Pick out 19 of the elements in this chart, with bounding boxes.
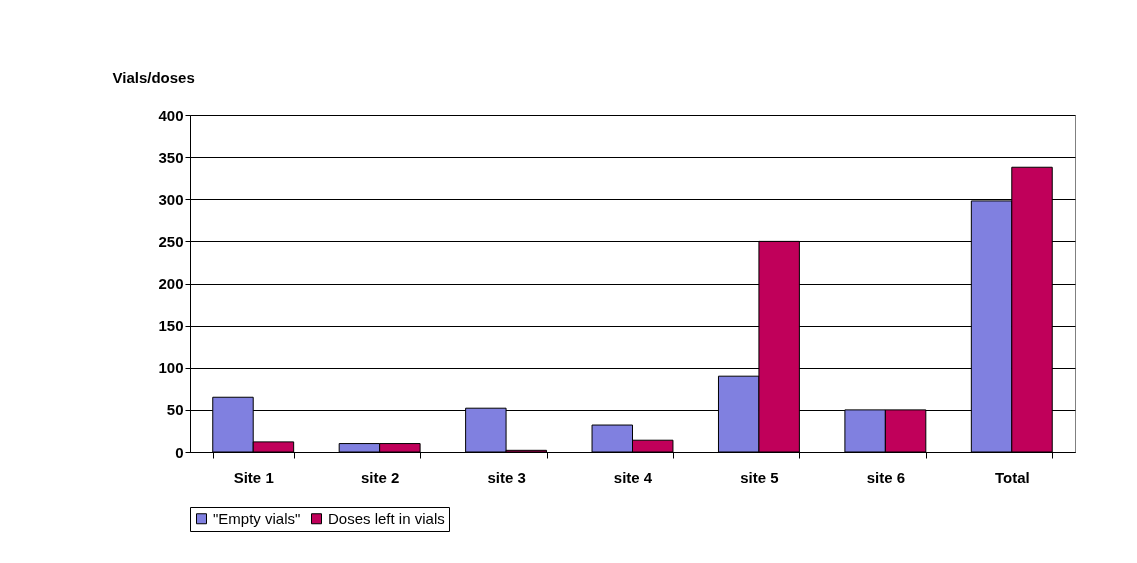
y-tick-label: 250 xyxy=(158,232,184,250)
x-tick-label: site 6 xyxy=(866,468,906,486)
legend-label: Doses left in vials xyxy=(328,509,445,527)
x-tick-label: site 2 xyxy=(360,468,400,486)
y-tick-label: 50 xyxy=(166,401,184,419)
y-axis-title: Vials/doses xyxy=(112,68,195,86)
y-tick-label: 400 xyxy=(158,106,184,124)
x-tick-label: Site 1 xyxy=(233,468,274,486)
x-tick-label: Total xyxy=(994,468,1030,486)
x-tick-label: site 3 xyxy=(487,468,526,486)
y-tick-label: 300 xyxy=(158,190,184,208)
x-tick-label: site 4 xyxy=(613,468,653,486)
y-tick-label: 200 xyxy=(158,275,184,292)
y-tick-label: 0 xyxy=(175,443,184,461)
x-tick-label: site 5 xyxy=(740,468,779,486)
legend-label: "Empty vials" xyxy=(213,509,301,527)
y-tick-label: 350 xyxy=(158,148,184,166)
y-tick-label: 150 xyxy=(158,317,184,335)
y-tick-label: 100 xyxy=(158,359,184,377)
